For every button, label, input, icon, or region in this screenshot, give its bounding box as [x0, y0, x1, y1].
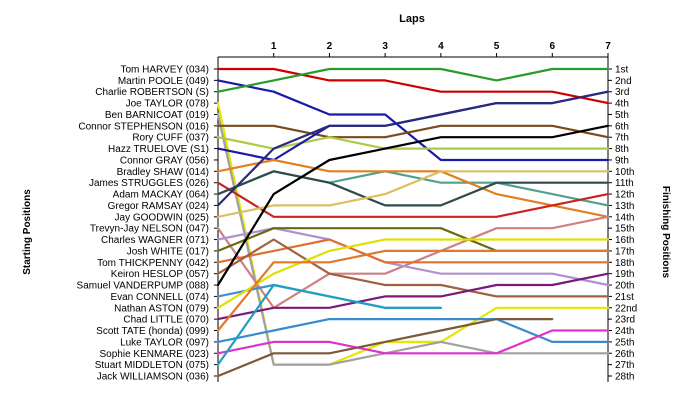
series-layer — [216, 67, 610, 378]
series-line-20 — [216, 124, 610, 287]
finishing-position-label: 11th — [615, 178, 634, 189]
series-line-19 — [216, 238, 610, 298]
starting-positions-axis-label: Starting Positions — [22, 189, 33, 275]
finishing-position-label: 7th — [615, 133, 629, 144]
series-line-7 — [216, 136, 610, 150]
finishing-position-label: 9th — [615, 155, 629, 166]
finishing-position-label: 27th — [615, 360, 634, 371]
finishing-position-label: 12th — [615, 190, 634, 201]
finishing-position-label: 6th — [615, 121, 629, 132]
series-line-25 — [216, 318, 610, 343]
starting-position-label: Charlie ROBERTSON (S) — [95, 87, 209, 98]
finishing-position-label: 21st — [615, 292, 634, 303]
finishing-position-label: 14th — [615, 212, 634, 223]
finishing-position-label: 8th — [615, 144, 629, 155]
starting-position-label: Trevyn-Jay NELSON (047) — [90, 224, 209, 235]
lap-tick-label: 4 — [438, 41, 444, 52]
finishing-positions-axis-label: Finishing Positions — [660, 186, 671, 279]
series-line-16 — [216, 227, 610, 287]
series-line-6 — [216, 124, 610, 139]
lap-tick-labels: 1 2 3 4 5 6 7 — [271, 41, 611, 52]
starting-position-label: Gregor RAMSAY (024) — [108, 201, 209, 212]
lap-tick-label: 3 — [382, 41, 388, 52]
finishing-position-label: 13th — [615, 201, 634, 212]
finishing-position-label: 17th — [615, 246, 634, 257]
starting-position-label: Stuart MIDDLETON (075) — [95, 360, 209, 371]
lap-tick-label: 7 — [605, 41, 611, 52]
starting-position-label: Sophie KENMARE (023) — [100, 349, 210, 360]
finishing-position-label: 2nd — [615, 76, 632, 87]
finishing-position-label: 23rd — [615, 315, 635, 326]
starting-position-labels: Tom HARVEY (034)Martin POOLE (049)Charli… — [77, 65, 209, 383]
finishing-position-label: 25th — [615, 337, 634, 348]
starting-position-label: Hazz TRUELOVE (S1) — [108, 144, 209, 155]
finishing-position-label: 10th — [615, 167, 634, 178]
starting-position-label: Ben BARNICOAT (019) — [105, 110, 209, 121]
series-line-1 — [216, 67, 610, 105]
starting-position-label: Joe TAYLOR (078) — [126, 99, 209, 110]
series-line-13 — [216, 90, 610, 207]
starting-position-label: Bradley SHAW (014) — [117, 167, 209, 178]
finishing-position-label: 18th — [615, 258, 634, 269]
series-line-27 — [216, 283, 442, 366]
finishing-position-label: 28th — [615, 371, 634, 382]
finishing-position-label: 22nd — [615, 303, 637, 314]
lap-tick-label: 5 — [494, 41, 500, 52]
finishing-position-label: 1st — [615, 65, 629, 76]
finishing-position-label: 19th — [615, 269, 634, 280]
series-line-14 — [216, 170, 610, 218]
finishing-position-label: 20th — [615, 281, 634, 292]
starting-position-label: Samuel VANDERPUMP (088) — [77, 281, 209, 292]
finishing-position-label: 16th — [615, 235, 634, 246]
starting-position-label: Martin POOLE (049) — [118, 76, 209, 87]
series-line-18 — [216, 238, 610, 264]
series-line-12 — [216, 170, 610, 207]
starting-position-label: Josh WHITE (017) — [127, 246, 209, 257]
starting-position-label: Chad LITTLE (070) — [123, 315, 209, 326]
starting-position-label: Adam MACKAY (064) — [113, 190, 209, 201]
starting-position-label: Evan CONNELL (074) — [110, 292, 209, 303]
finishing-position-label: 4th — [615, 99, 629, 110]
series-line-10 — [216, 158, 610, 218]
series-line-3 — [216, 67, 610, 93]
starting-position-label: Connor STEPHENSON (016) — [78, 121, 209, 132]
starting-position-label: Keiron HESLOP (057) — [111, 269, 209, 280]
lap-tick-label: 1 — [271, 41, 277, 52]
starting-position-label: Jack WILLIAMSON (036) — [97, 371, 209, 382]
finishing-position-label: 5th — [615, 110, 629, 121]
starting-position-label: Tom HARVEY (034) — [120, 65, 209, 76]
series-line-28 — [216, 318, 554, 378]
chart-title: Laps — [399, 13, 425, 25]
finishing-position-labels: 1st2nd3rd4th5th6th7th8th9th10th11th12th1… — [615, 65, 637, 383]
starting-position-label: Scott TATE (honda) (099) — [96, 326, 209, 337]
finishing-position-label: 3rd — [615, 87, 629, 98]
starting-position-label: Charles WAGNER (071) — [101, 235, 209, 246]
finishing-position-label: 15th — [615, 224, 634, 235]
starting-position-label: Jay GOODWIN (025) — [115, 212, 209, 223]
series-line-5 — [216, 113, 610, 366]
lap-tick-label: 2 — [327, 41, 333, 52]
starting-position-label: Nathan ASTON (079) — [114, 303, 209, 314]
series-line-2 — [216, 79, 610, 162]
series-line-22 — [216, 238, 610, 309]
series-line-8 — [216, 170, 610, 207]
starting-position-label: Tom THICKPENNY (042) — [97, 258, 209, 269]
finishing-position-label: 24th — [615, 326, 634, 337]
series-line-11 — [216, 181, 610, 218]
series-line-24 — [216, 249, 610, 332]
series-line-23 — [216, 272, 610, 321]
starting-position-label: Luke TAYLOR (097) — [120, 337, 209, 348]
starting-position-label: Rory CUFF (037) — [132, 133, 209, 144]
starting-position-label: James STRUGGLES (026) — [89, 178, 209, 189]
series-line-26 — [216, 329, 610, 355]
finishing-position-label: 26th — [615, 349, 634, 360]
starting-position-label: Connor GRAY (056) — [120, 155, 209, 166]
lap-tick-label: 6 — [550, 41, 556, 52]
